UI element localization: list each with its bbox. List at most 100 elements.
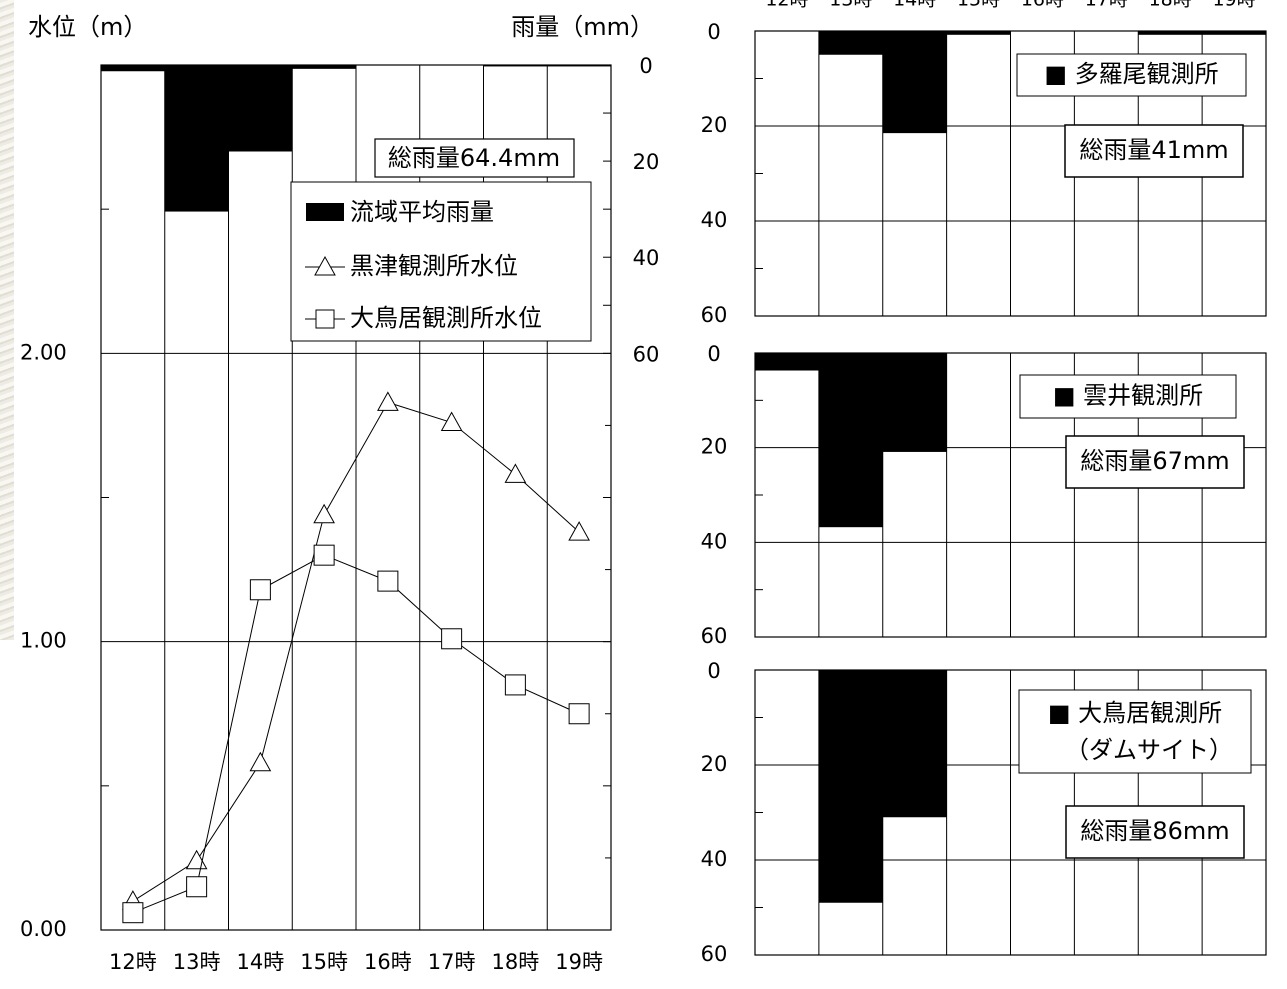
station-label-box [1019, 374, 1237, 419]
x-tick-label: 16時 [364, 950, 412, 974]
triangle-marker [249, 751, 272, 772]
station-rain-bar [882, 353, 947, 452]
rain-bar [101, 65, 165, 72]
station-rain-bar [818, 31, 883, 55]
x-tick-label: 15時 [300, 950, 348, 974]
panel-tick-label: 20 [701, 752, 728, 776]
panel-top-x-tick-label: 17時 [1085, 0, 1128, 11]
station-rain-bar [946, 31, 1011, 35]
triangle-marker [377, 391, 399, 411]
panel-top-x-tick-label: 13時 [829, 0, 872, 11]
legend-square-marker [315, 309, 335, 329]
right-axis-label: 雨量（mm） [511, 13, 654, 41]
station-label-box [1018, 689, 1252, 774]
right-tick-label: 0 [639, 54, 652, 78]
panel-tick-label: 60 [701, 303, 728, 327]
rain-bar [164, 65, 229, 212]
panel-tick-label: 40 [701, 529, 728, 553]
panel-frame [754, 352, 1267, 638]
square-marker [249, 579, 271, 601]
station-total-label: 総雨量67mm [1080, 447, 1229, 475]
square-marker [441, 628, 463, 650]
square-marker [122, 902, 144, 924]
triangle-marker [440, 411, 463, 432]
x-tick-label: 17時 [428, 950, 476, 974]
station-panel [754, 30, 1267, 317]
square-marker [568, 703, 590, 725]
station-rain-bar [882, 670, 947, 818]
panel-tick-label: 0 [707, 659, 720, 683]
station-total-box [1065, 435, 1245, 489]
station-label: ■ 大鳥居観測所 [1048, 699, 1222, 727]
left-axis-label: 水位（m） [28, 13, 147, 41]
panel-top-x-tick-label: 14時 [893, 0, 936, 11]
panel-top-x-tick-label: 12時 [765, 0, 808, 11]
x-tick-label: 13時 [173, 950, 221, 974]
right-tick-label: 20 [633, 150, 660, 174]
square-marker [186, 876, 208, 898]
panel-tick-label: 0 [707, 342, 720, 366]
station-rain-bar [1202, 31, 1266, 35]
panel-tick-label: 20 [701, 435, 728, 459]
station-label: ■ 多羅尾観測所 [1044, 60, 1218, 88]
panel-top-x-tick-label: 18時 [1149, 0, 1192, 11]
triangle-marker [504, 463, 527, 483]
station-sublabel: （ダムサイト） [1065, 736, 1233, 764]
left-tick-label: 1.00 [20, 629, 67, 653]
station-total-label: 総雨量41mm [1079, 136, 1228, 164]
x-tick-label: 12時 [109, 950, 157, 974]
panel-tick-label: 60 [701, 942, 728, 966]
station-rain-bar [755, 353, 819, 371]
main-chart [100, 64, 612, 931]
station-rain-bar [882, 31, 947, 134]
legend-swatch-bar [306, 203, 344, 221]
rain-bar [292, 65, 356, 69]
panel-tick-label: 40 [701, 208, 728, 232]
station-rain-bar [1138, 31, 1203, 35]
right-tick-label: 40 [633, 246, 660, 270]
panel-tick-label: 40 [701, 847, 728, 871]
station-panel [754, 669, 1267, 956]
total-rain-label: 総雨量64.4mm [388, 144, 560, 172]
panel-top-x-tick-label: 15時 [957, 0, 1000, 11]
left-tick-label: 0.00 [20, 917, 67, 941]
rain-bar [228, 65, 293, 152]
station-panel [754, 352, 1267, 638]
panel-frame [754, 30, 1267, 317]
square-marker [377, 570, 399, 592]
rain-bar [483, 65, 548, 67]
left-tick-label: 2.00 [20, 340, 67, 364]
x-tick-label: 14時 [237, 950, 285, 974]
triangle-marker [313, 503, 335, 524]
panel-tick-label: 60 [701, 624, 728, 648]
right-tick-label: 60 [633, 342, 660, 366]
square-marker [313, 544, 335, 566]
background-map-strip [0, 0, 14, 640]
main-plot-frame [100, 64, 612, 931]
legend-label: 黒津観測所水位 [350, 252, 518, 280]
panel-top-x-tick-label: 19時 [1212, 0, 1255, 11]
panel-top-x-tick-label: 16時 [1021, 0, 1064, 11]
legend-triangle-marker [314, 255, 336, 276]
station-total-label: 総雨量86mm [1080, 817, 1229, 845]
series-line [132, 554, 580, 914]
legend-label: 流域平均雨量 [350, 198, 494, 226]
x-tick-label: 19時 [555, 950, 603, 974]
total-rain-box [374, 138, 575, 178]
panel-frame [754, 669, 1267, 956]
station-label: ■ 雲井観測所 [1053, 382, 1203, 410]
x-tick-label: 18時 [492, 950, 540, 974]
square-marker [504, 674, 526, 696]
station-rain-bar [818, 670, 883, 903]
panel-tick-label: 0 [707, 20, 720, 44]
triangle-marker [568, 521, 590, 541]
panel-tick-label: 20 [701, 113, 728, 137]
legend-label: 大鳥居観測所水位 [350, 304, 542, 332]
rain-bar [547, 65, 611, 67]
station-label-box [1016, 53, 1247, 97]
station-total-box [1064, 124, 1244, 178]
series-line [132, 401, 580, 902]
station-total-box [1065, 805, 1245, 859]
station-rain-bar [818, 353, 883, 528]
